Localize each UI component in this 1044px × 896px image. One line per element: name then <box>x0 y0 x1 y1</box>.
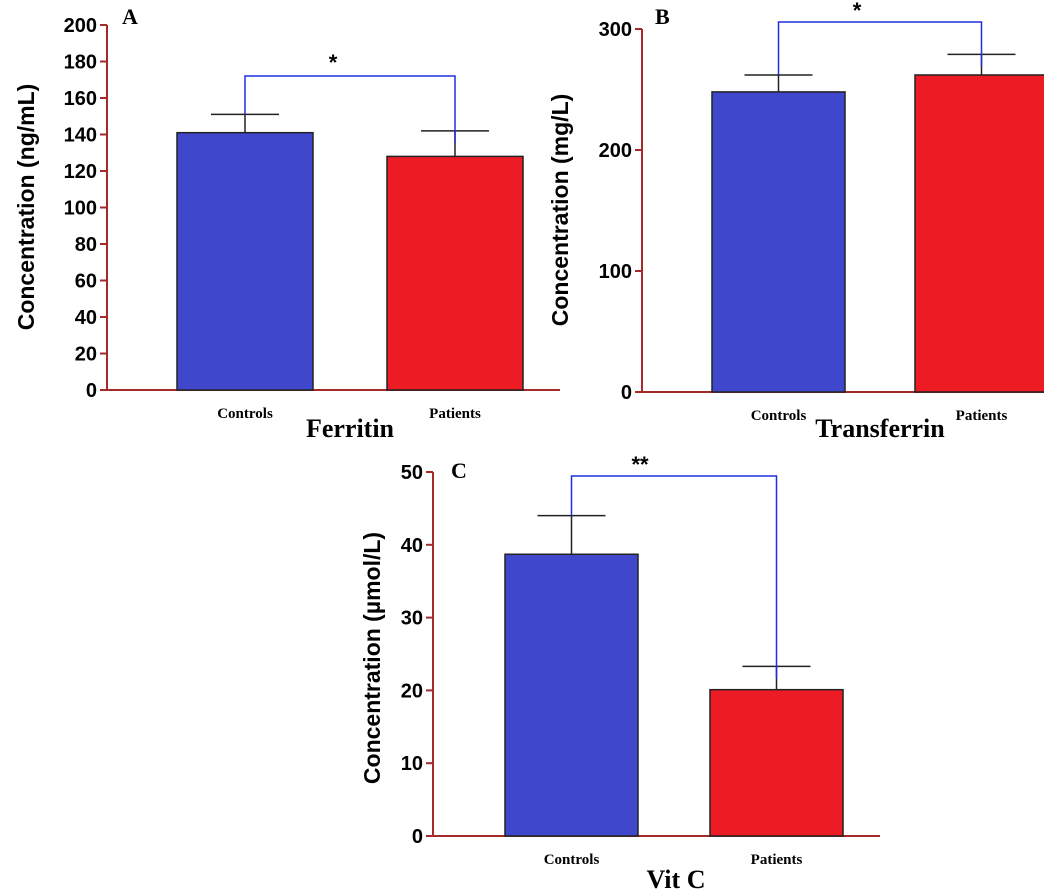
category-label: Controls <box>544 852 600 868</box>
significance-bracket <box>570 475 778 679</box>
category-label: Patients <box>751 852 803 868</box>
x-axis-label: Ferritin <box>306 414 395 443</box>
x-axis-label: Vit C <box>647 865 706 894</box>
bar-controls <box>504 553 639 837</box>
y-tick-label: 0 <box>86 380 97 402</box>
y-tick-label: 100 <box>64 198 97 220</box>
y-tick-label: 160 <box>64 88 97 110</box>
y-tick-label: 80 <box>75 234 97 256</box>
panel-letter: C <box>451 458 467 483</box>
y-tick-label: 40 <box>401 535 423 557</box>
panel-b: 0 100 200 300 Concentration (mg/L) Controls Pa… <box>547 0 1044 443</box>
y-tick-label: 100 <box>599 261 632 283</box>
y-tick-label: 50 <box>401 462 423 484</box>
significance-bracket <box>244 75 456 143</box>
panel-letter: A <box>122 4 138 29</box>
x-axis-label: Transferrin <box>815 414 945 443</box>
bar-patients <box>386 155 524 391</box>
panel-c: 0 10 20 30 40 50 Concentration (µmol/L) Control… <box>359 452 880 894</box>
y-tick-label: 10 <box>401 753 423 775</box>
category-label: Controls <box>751 408 807 424</box>
y-tick-label: 180 <box>64 52 97 74</box>
y-axis-label: Concentration (ng/mL) <box>13 84 39 331</box>
y-tick-label: 60 <box>75 271 97 293</box>
bar-patients <box>709 688 844 837</box>
bar-patients <box>914 74 1044 393</box>
y-tick-label: 300 <box>599 19 632 41</box>
y-tick-label: 40 <box>75 307 97 329</box>
panel-a: 0 20 40 60 80 100 120 140 160 180 200 Concentration… <box>13 4 560 443</box>
y-tick-label: 120 <box>64 161 97 183</box>
panel-letter: B <box>655 4 670 29</box>
y-tick-label: 0 <box>412 826 423 848</box>
significance-bracket <box>777 21 983 75</box>
category-label: Patients <box>956 408 1008 424</box>
y-tick-label: 20 <box>401 680 423 702</box>
y-axis-label: Concentration (mg/L) <box>547 94 573 327</box>
y-tick-label: 140 <box>64 125 97 147</box>
bar-controls <box>176 131 314 391</box>
category-label: Controls <box>217 406 273 422</box>
significance-marker: * <box>853 0 862 23</box>
significance-marker: * <box>329 50 338 75</box>
y-tick-label: 20 <box>75 344 97 366</box>
y-tick-label: 200 <box>599 140 632 162</box>
y-tick-label: 0 <box>621 382 632 404</box>
significance-marker: ** <box>631 452 649 477</box>
y-axis-label: Concentration (µmol/L) <box>359 532 385 784</box>
y-tick-label: 30 <box>401 608 423 630</box>
bar-controls <box>711 91 846 393</box>
category-label: Patients <box>429 406 481 422</box>
y-tick-label: 200 <box>64 15 97 37</box>
